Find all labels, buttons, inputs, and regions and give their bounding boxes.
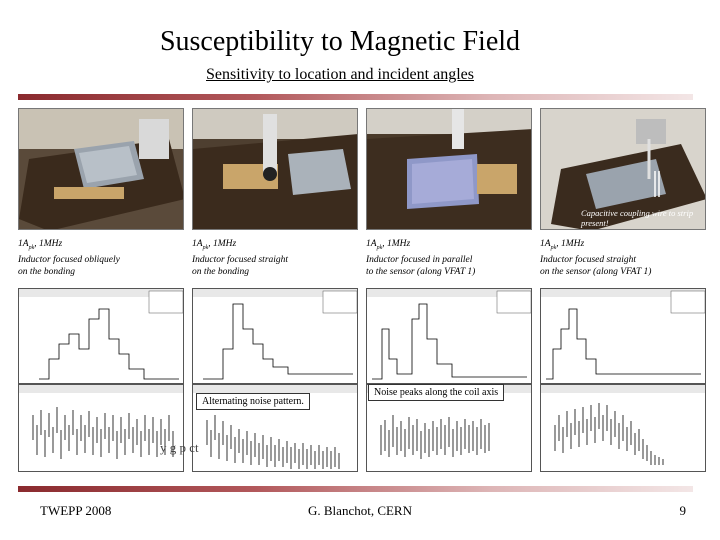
caption-3: 1Apk, 1MHz Inductor focused in parallel … bbox=[366, 239, 476, 277]
slide-subtitle: Sensitivity to location and incident ang… bbox=[206, 66, 474, 83]
title-divider bbox=[18, 94, 693, 100]
slide-title: Susceptibility to Magnetic Field bbox=[159, 26, 521, 57]
photo-inductor-parallel bbox=[366, 108, 532, 230]
callout-alternating-noise: Alternating noise pattern. bbox=[196, 393, 310, 410]
histogram-top-4 bbox=[540, 288, 706, 384]
callout-coil-axis: Noise peaks along the coil axis bbox=[368, 384, 505, 401]
footer-divider bbox=[18, 486, 693, 492]
histogram-bottom-1 bbox=[18, 384, 184, 472]
capacitive-coupling-note: Capacitive coupling wire to strip presen… bbox=[581, 208, 694, 228]
photo-inductor-straight-sensor: Capacitive coupling wire to strip presen… bbox=[540, 108, 706, 230]
histogram-bottom-4 bbox=[540, 384, 706, 472]
caption-1: 1Apk, 1MHz Inductor focused obliquely on… bbox=[18, 239, 120, 277]
photo-inductor-oblique bbox=[18, 108, 184, 230]
caption-4: 1Apk, 1MHz Inductor focused straight on … bbox=[540, 239, 652, 277]
histogram-top-3 bbox=[366, 288, 532, 384]
photo-inductor-straight-bonding bbox=[192, 108, 358, 230]
caption-2: 1Apk, 1MHz Inductor focused straight on … bbox=[192, 239, 289, 277]
page-number: 9 bbox=[679, 503, 687, 518]
footer-author: G. Blanchot, CERN bbox=[308, 503, 412, 518]
histogram-top-2 bbox=[192, 288, 358, 384]
histogram-top-1 bbox=[18, 288, 184, 384]
footer-conference: TWEPP 2008 bbox=[40, 503, 112, 518]
obscured-text: y g p ct bbox=[160, 440, 199, 455]
